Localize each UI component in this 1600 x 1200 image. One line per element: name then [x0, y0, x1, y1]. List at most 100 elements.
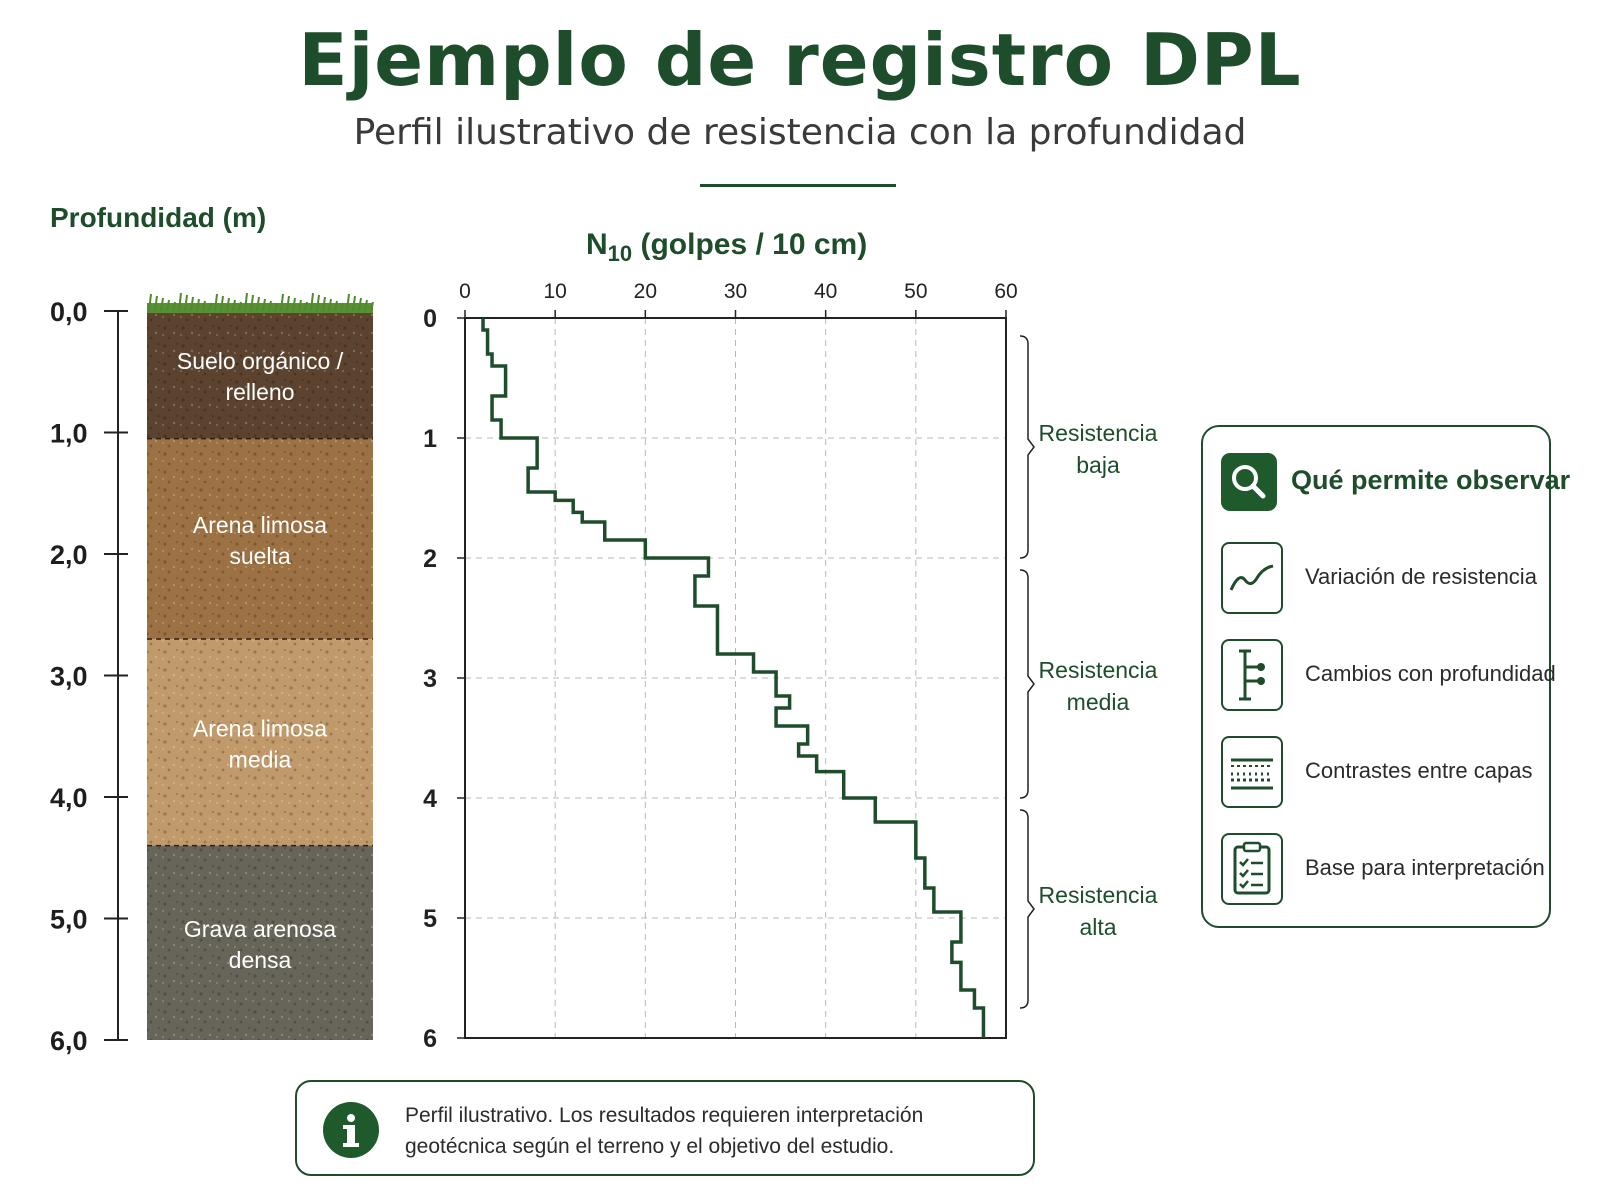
legend-item-variacion: Variación de resistencia [1221, 542, 1541, 616]
x-axis-title: N10 (golpes / 10 cm) [586, 228, 867, 267]
x-tick-label: 10 [543, 280, 566, 303]
x-tick-label: 0 [459, 280, 471, 303]
x-axis-title-sub: 10 [607, 241, 633, 266]
grass-blade [292, 297, 296, 312]
x-tick-label: 60 [994, 280, 1017, 303]
x-tick-label: 50 [904, 280, 927, 303]
zone-label: Resistencia [1039, 882, 1158, 908]
zone-label: alta [1079, 914, 1116, 940]
grass-blade [358, 297, 362, 312]
depth-probe-icon [1221, 639, 1283, 711]
y-tick-label: 5 [423, 905, 437, 933]
grass-blade [208, 302, 212, 312]
y-tick-label: 6 [423, 1025, 437, 1053]
page-subtitle: Perfil ilustrativo de resistencia con la… [353, 112, 1247, 153]
soil-layer-label: relleno [225, 379, 294, 405]
info-note: Perfil ilustrativo. Los resultados requi… [295, 1080, 1035, 1176]
grass-blade [286, 295, 290, 312]
soil-layer-label: Arena limosa [193, 715, 327, 741]
soil-layer-texture [147, 639, 373, 846]
soil-layer-label: Arena limosa [193, 512, 327, 538]
grass-blade [370, 301, 374, 312]
depth-tick-label: 3,0 [50, 662, 88, 692]
soil-layer-texture [147, 438, 373, 640]
grass-blade [184, 294, 188, 312]
depth-tick-label: 5,0 [50, 905, 88, 935]
legend-item-contrastes: Contrastes entre capas [1221, 736, 1541, 810]
depth-tick-label: 4,0 [50, 783, 88, 813]
grass-blade [172, 301, 176, 312]
depth-tick-label: 0,0 [50, 297, 88, 327]
note-text: Perfil ilustrativo. Los resultados requi… [405, 1104, 924, 1158]
soil-layer-label: Grava arenosa [184, 916, 336, 942]
soil-layer-label: suelta [229, 543, 291, 569]
grass-blade [352, 295, 356, 312]
legend-label: Variación de resistencia [1305, 564, 1537, 589]
x-axis-title-main: N [586, 228, 608, 261]
grass-blade [148, 293, 152, 312]
zone-label: Resistencia [1039, 420, 1158, 446]
grass-blade [340, 302, 344, 312]
zone-label: Resistencia [1039, 657, 1158, 683]
soil-layer-texture [147, 845, 373, 1040]
grass-blade [298, 299, 302, 312]
depth-axis-title: Profundidad (m) [50, 202, 267, 233]
grass-blade [196, 298, 200, 312]
grass-blade [154, 295, 158, 312]
grass-base [147, 303, 373, 313]
legend-panel: Qué permite observar Variación de resist… [1201, 425, 1570, 928]
grass-blade [166, 299, 170, 312]
grass-blade [232, 299, 236, 312]
grass-blade [334, 300, 338, 312]
clipboard-check-icon [1221, 833, 1283, 905]
page-title: Ejemplo de registro DPL [298, 18, 1302, 102]
y-tick-label: 4 [423, 785, 437, 813]
depth-tick-label: 2,0 [50, 540, 88, 570]
grass-blade [220, 295, 224, 312]
zone-bracket [1019, 569, 1035, 799]
x-tick-label: 20 [634, 280, 657, 303]
grass-blade [280, 293, 284, 312]
legend-item-cambios: Cambios con profundidad [1221, 639, 1556, 713]
grass-surface [147, 292, 374, 313]
zone-label: media [1067, 689, 1130, 715]
legend-label: Base para interpretación [1305, 855, 1545, 880]
trend-line-icon [1221, 542, 1283, 614]
legend-label: Contrastes entre capas [1305, 758, 1533, 783]
y-tick-label: 1 [423, 425, 437, 453]
x-axis-title-rest: (golpes / 10 cm) [632, 228, 868, 261]
plot-frame [464, 317, 1007, 1039]
grass-blade [322, 296, 326, 312]
soil-layer-label: Suelo orgánico / [177, 348, 344, 374]
grass-blade [226, 297, 230, 312]
y-tick-label: 2 [423, 545, 437, 573]
soil-layer-label: media [229, 746, 292, 772]
zone-bracket [1019, 809, 1035, 1009]
soil-layer-label: densa [229, 947, 292, 973]
soil-layer-texture [147, 311, 373, 439]
zone-bracket [1019, 335, 1035, 559]
legend-item-base: Base para interpretación [1221, 833, 1545, 907]
grass-blade [346, 293, 350, 312]
zone-label: baja [1076, 452, 1120, 478]
grass-blade [262, 298, 266, 312]
legend-title: Qué permite observar [1291, 465, 1571, 495]
grass-blade [274, 302, 278, 312]
grass-blade [256, 296, 260, 312]
n10-profile-line [481, 318, 986, 1038]
y-tick-label: 0 [423, 305, 437, 333]
grass-blade [190, 296, 194, 312]
grass-blade [202, 300, 206, 312]
info-icon [323, 1102, 379, 1158]
y-tick-label: 3 [423, 665, 437, 693]
grass-blade [304, 301, 308, 312]
depth-tick-label: 1,0 [50, 419, 88, 449]
grass-blade [364, 299, 368, 312]
grass-blade [244, 292, 248, 312]
grass-blade [328, 298, 332, 312]
title-divider [700, 184, 896, 187]
grass-blade [268, 300, 272, 312]
legend-label: Cambios con profundidad [1305, 661, 1556, 686]
grass-blade [178, 292, 182, 312]
